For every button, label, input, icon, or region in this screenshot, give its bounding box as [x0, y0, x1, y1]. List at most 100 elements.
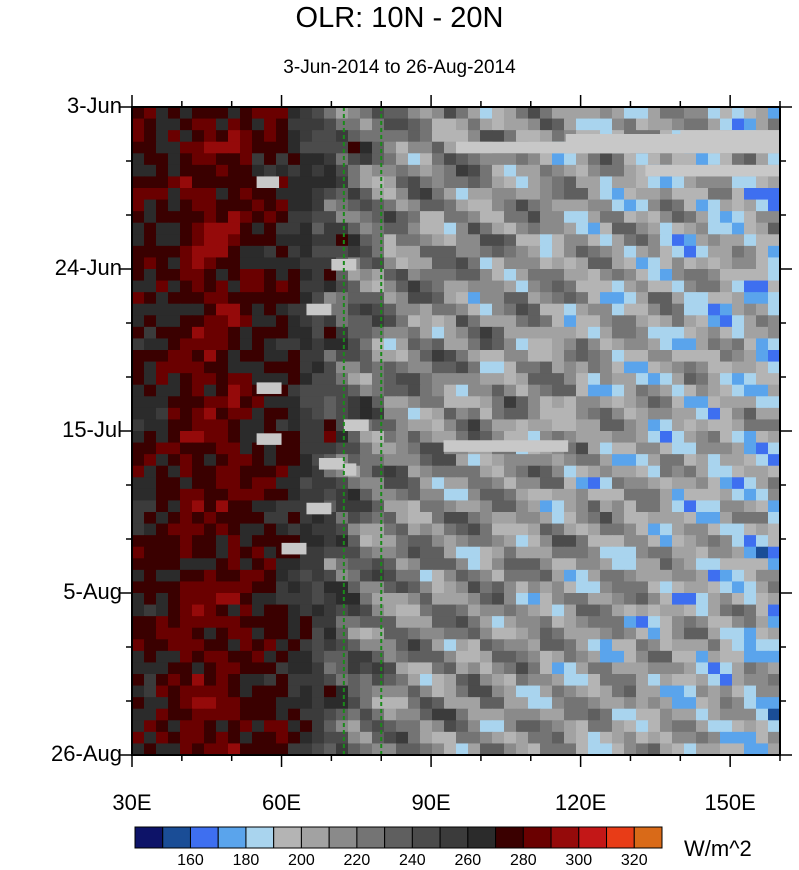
- olr-cell: [300, 662, 313, 675]
- olr-cell: [276, 118, 289, 131]
- olr-cell: [612, 373, 625, 386]
- olr-cell: [168, 488, 181, 502]
- olr-cell: [192, 593, 205, 606]
- olr-cell: [696, 569, 709, 583]
- olr-cell: [672, 199, 685, 212]
- olr-cell: [516, 292, 529, 305]
- olr-cell: [204, 627, 217, 640]
- olr-cell: [156, 581, 169, 594]
- olr-cell: [516, 558, 529, 571]
- olr-cell: [408, 593, 421, 606]
- olr-cell: [756, 373, 769, 386]
- olr-cell: [240, 211, 253, 224]
- olr-cell: [264, 662, 277, 675]
- olr-cell: [420, 454, 433, 467]
- olr-cell: [432, 164, 445, 178]
- olr-cell: [600, 488, 613, 502]
- olr-cell: [240, 199, 253, 212]
- olr-cell: [564, 674, 577, 687]
- olr-cell: [360, 604, 373, 617]
- olr-cell: [204, 141, 217, 154]
- olr-cell: [264, 477, 277, 490]
- olr-cell: [300, 396, 313, 409]
- olr-cell: [132, 234, 145, 247]
- olr-cell: [492, 616, 505, 629]
- olr-cell: [480, 454, 493, 467]
- olr-cell: [228, 326, 241, 340]
- olr-cell: [396, 211, 409, 224]
- olr-cell: [744, 384, 757, 397]
- olr-cell: [264, 650, 277, 664]
- olr-cell: [684, 188, 697, 201]
- olr-cell: [300, 743, 313, 755]
- olr-cell: [588, 326, 601, 340]
- olr-cell: [168, 326, 181, 340]
- olr-cell: [516, 211, 529, 224]
- olr-cell: [216, 396, 229, 409]
- olr-cell: [516, 627, 529, 640]
- olr-cell: [684, 257, 697, 270]
- olr-cell: [288, 153, 301, 166]
- olr-cell: [516, 234, 529, 247]
- olr-cell: [720, 234, 733, 247]
- olr-cell: [552, 234, 565, 247]
- olr-cell: [708, 650, 721, 664]
- olr-cell: [684, 639, 697, 652]
- olr-cell: [420, 396, 433, 409]
- olr-cell: [468, 650, 481, 664]
- olr-cell: [408, 650, 421, 664]
- olr-cell: [144, 153, 157, 166]
- olr-cell: [552, 593, 565, 606]
- olr-cell: [612, 326, 625, 340]
- olr-cell: [276, 477, 289, 490]
- olr-cell: [396, 176, 409, 189]
- olr-cell: [228, 569, 241, 583]
- olr-cell: [588, 488, 601, 502]
- olr-cell: [624, 569, 637, 583]
- olr-cell: [408, 697, 421, 710]
- olr-cell: [480, 604, 493, 617]
- olr-cell: [648, 500, 661, 513]
- olr-cell: [624, 118, 637, 131]
- olr-cell: [768, 639, 780, 652]
- olr-cell: [564, 107, 577, 120]
- olr-cell: [528, 396, 541, 409]
- olr-cell: [324, 616, 337, 629]
- olr-cell: [504, 477, 517, 490]
- olr-cell: [420, 465, 433, 478]
- olr-cell: [456, 593, 469, 606]
- olr-cell: [720, 512, 733, 525]
- olr-cell: [660, 269, 673, 282]
- olr-cell: [324, 130, 337, 143]
- olr-cell: [312, 512, 325, 525]
- olr-cell: [540, 188, 553, 201]
- olr-cell: [192, 454, 205, 467]
- olr-cell: [540, 292, 553, 305]
- olr-cell: [648, 616, 661, 629]
- olr-cell: [288, 292, 301, 305]
- olr-cell: [576, 674, 589, 687]
- olr-cell: [420, 222, 433, 235]
- olr-cell: [600, 407, 613, 421]
- olr-cell: [240, 141, 253, 154]
- olr-cell: [372, 419, 385, 432]
- olr-cell: [456, 535, 469, 548]
- olr-cell: [348, 245, 361, 259]
- olr-cell: [360, 627, 373, 640]
- olr-cell: [444, 303, 457, 316]
- olr-cell: [288, 303, 301, 316]
- olr-cell: [336, 616, 349, 629]
- olr-cell: [624, 465, 637, 478]
- olr-cell: [732, 350, 745, 363]
- olr-cell: [708, 338, 721, 351]
- olr-cell: [444, 720, 457, 733]
- olr-cell: [300, 373, 313, 386]
- olr-cell: [372, 211, 385, 224]
- olr-cell: [588, 558, 601, 571]
- olr-cell: [216, 164, 229, 178]
- olr-cell: [252, 604, 265, 617]
- olr-cell: [132, 685, 145, 698]
- olr-cell: [396, 407, 409, 421]
- olr-cell: [408, 535, 421, 548]
- olr-cell: [276, 442, 289, 455]
